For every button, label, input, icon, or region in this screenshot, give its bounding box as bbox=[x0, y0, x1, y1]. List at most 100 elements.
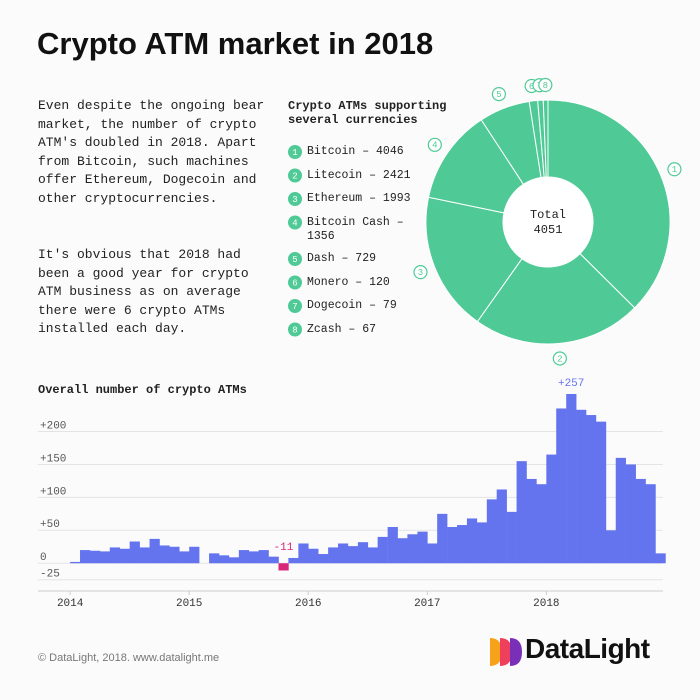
legend-number: 2 bbox=[292, 171, 297, 181]
bar bbox=[486, 499, 498, 564]
bar bbox=[90, 550, 101, 564]
bar bbox=[238, 550, 250, 564]
logo-icon bbox=[490, 638, 522, 666]
bar bbox=[516, 461, 527, 564]
legend-number: 1 bbox=[292, 148, 297, 158]
slice-marker bbox=[552, 351, 567, 366]
bar bbox=[397, 538, 408, 564]
slice-number: 1 bbox=[672, 165, 677, 175]
legend-number: 6 bbox=[292, 278, 297, 288]
slice-marker bbox=[413, 265, 428, 280]
bar bbox=[129, 541, 140, 564]
bar bbox=[427, 543, 438, 564]
bar bbox=[278, 563, 289, 571]
value-label: +257 bbox=[558, 378, 584, 390]
bar bbox=[595, 421, 607, 564]
legend-label: Bitcoin – 4046 bbox=[307, 145, 404, 158]
bar bbox=[80, 550, 91, 564]
bar bbox=[218, 555, 230, 564]
legend-number: 3 bbox=[292, 195, 297, 205]
bar bbox=[209, 553, 220, 564]
bar bbox=[109, 547, 121, 564]
bar bbox=[328, 547, 339, 564]
slice-marker bbox=[427, 137, 442, 152]
bar bbox=[506, 511, 517, 564]
legend-number: 5 bbox=[292, 255, 297, 265]
legend-label: Litecoin – 2421 bbox=[307, 168, 411, 182]
bar bbox=[367, 547, 378, 564]
bar bbox=[248, 551, 259, 564]
bar bbox=[149, 538, 160, 564]
bar bbox=[338, 543, 349, 564]
bar bbox=[377, 536, 388, 564]
legend-number: 7 bbox=[292, 302, 297, 312]
bar bbox=[387, 527, 398, 564]
bar bbox=[258, 550, 269, 564]
x-tick-label: 2016 bbox=[295, 598, 321, 610]
bar bbox=[179, 551, 190, 564]
bar bbox=[437, 513, 448, 564]
legend-label: Zcash – 67 bbox=[307, 322, 377, 336]
bar bbox=[635, 478, 646, 564]
bar bbox=[308, 548, 319, 564]
y-tick-label: +150 bbox=[40, 453, 66, 465]
bar bbox=[457, 525, 468, 564]
bar bbox=[139, 547, 150, 564]
slice-marker bbox=[491, 86, 507, 102]
bar bbox=[347, 546, 359, 564]
legend-marker bbox=[288, 275, 302, 290]
bar bbox=[556, 408, 567, 564]
total-value: 4051 bbox=[534, 223, 563, 237]
bar bbox=[447, 527, 458, 564]
y-tick-label: 0 bbox=[40, 552, 47, 564]
legend-marker bbox=[288, 145, 302, 159]
legend-label: Dogecoin – 79 bbox=[307, 299, 397, 312]
legend-marker bbox=[288, 322, 302, 337]
bar bbox=[466, 518, 478, 564]
legend-marker bbox=[288, 215, 302, 230]
slice-marker bbox=[538, 77, 553, 93]
legend-label: Dash – 729 bbox=[307, 252, 377, 265]
legend-marker bbox=[288, 168, 302, 183]
legend-number: 4 bbox=[292, 218, 297, 228]
intro-paragraph: It's obvious that 2018 had been a good y… bbox=[38, 247, 249, 337]
legend-marker bbox=[288, 299, 302, 313]
y-tick-label: +100 bbox=[40, 486, 66, 498]
bar bbox=[298, 543, 309, 564]
bar bbox=[605, 530, 617, 564]
bar bbox=[70, 561, 81, 564]
bar bbox=[268, 556, 279, 564]
bar bbox=[526, 478, 537, 564]
legend-marker bbox=[288, 252, 302, 266]
total-label: Total bbox=[530, 208, 566, 222]
y-tick-label: +50 bbox=[40, 519, 60, 531]
bar bbox=[407, 534, 418, 564]
bar bbox=[566, 393, 577, 564]
bar bbox=[318, 554, 329, 564]
bar bbox=[546, 454, 557, 564]
logo: DataLight bbox=[525, 633, 650, 664]
donut-title: Crypto ATMs supporting several currencie… bbox=[288, 99, 447, 127]
legend-marker bbox=[288, 192, 302, 206]
bar bbox=[585, 415, 597, 564]
x-tick-label: 2018 bbox=[533, 598, 559, 610]
legend-label: Monero – 120 bbox=[307, 275, 390, 289]
bar bbox=[536, 484, 547, 564]
bar bbox=[228, 557, 240, 564]
x-tick-label: 2017 bbox=[414, 598, 440, 610]
bar bbox=[189, 546, 200, 564]
bar bbox=[476, 522, 488, 564]
donut-hole bbox=[503, 177, 593, 267]
slice-number: 2 bbox=[557, 354, 562, 364]
y-tick-label: +200 bbox=[40, 420, 66, 432]
bar bbox=[576, 409, 587, 564]
page-title: Crypto ATM market in 2018 bbox=[37, 26, 434, 61]
slice-number: 8 bbox=[543, 81, 548, 91]
y-tick-label: -25 bbox=[40, 569, 60, 581]
slice-marker bbox=[667, 162, 682, 177]
slice-number: 3 bbox=[418, 268, 423, 278]
slice-number: 4 bbox=[432, 141, 437, 151]
value-label: -11 bbox=[274, 542, 294, 554]
legend-label: Bitcoin Cash – 1356 bbox=[307, 215, 404, 243]
